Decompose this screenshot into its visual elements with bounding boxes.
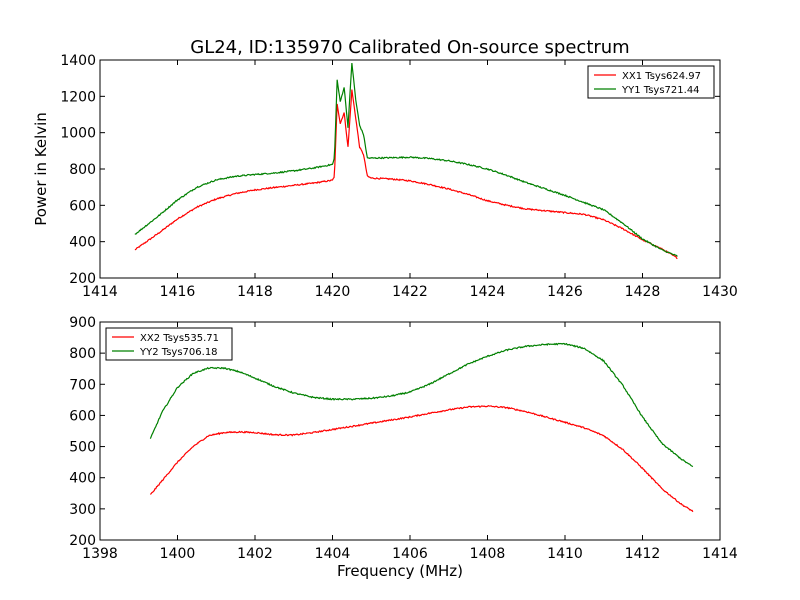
series-line-xx1 <box>134 89 678 260</box>
figure-title: GL24, ID:135970 Calibrated On-source spe… <box>190 37 629 58</box>
x-tick-label: 1418 <box>237 284 273 300</box>
x-tick-label: 1424 <box>470 284 506 300</box>
y-tick-label: 900 <box>69 315 96 331</box>
legend-label: YY2 Tsys706.18 <box>139 347 218 358</box>
y-axis-title: Power in Kelvin <box>32 112 50 226</box>
y-tick-label: 400 <box>69 471 96 487</box>
series-lines <box>134 63 678 260</box>
legend: XX1 Tsys624.97 YY1 Tsys721.44 <box>587 65 715 99</box>
x-tick-label: 1420 <box>315 284 351 300</box>
x-tick-label: 1402 <box>237 546 273 562</box>
legend-label: XX2 Tsys535.71 <box>140 333 219 344</box>
series-lines <box>149 342 694 513</box>
y-tick-label: 800 <box>69 162 96 178</box>
x-tick-label: 1406 <box>392 546 428 562</box>
x-tick-label: 1412 <box>625 546 661 562</box>
y-tick-label: 200 <box>69 271 96 287</box>
y-tick-label: 1400 <box>60 53 96 69</box>
x-tick-label: 1404 <box>315 546 351 562</box>
y-tick-label: 800 <box>69 346 96 362</box>
x-tick-label: 1410 <box>547 546 583 562</box>
x-axis-title: Frequency (MHz) <box>337 562 463 580</box>
x-tick-label: 1426 <box>547 284 583 300</box>
series-line-yy2 <box>149 342 694 468</box>
x-tick-label: 1430 <box>702 284 738 300</box>
y-tick-label: 400 <box>69 235 96 251</box>
bottom-panel-chart: 1398 1400 1402 1404 1406 1408 1410 1412 1414 200 3… <box>69 315 738 580</box>
y-tick-label: 600 <box>69 198 96 214</box>
legend: XX2 Tsys535.71 YY2 Tsys706.18 <box>105 327 233 361</box>
legend-box <box>105 327 233 361</box>
y-tick-label: 500 <box>69 440 96 456</box>
y-tick-label: 700 <box>69 377 96 393</box>
x-tick-label: 1408 <box>470 546 506 562</box>
x-tick-label: 1422 <box>392 284 428 300</box>
top-panel-chart: 1414 1416 1418 1420 1422 1424 1426 1428 1430 200 4… <box>32 53 738 300</box>
series-line-yy1 <box>134 63 678 257</box>
x-tick-label: 1416 <box>160 284 196 300</box>
legend-box <box>587 65 715 99</box>
y-tick-label: 200 <box>69 533 96 549</box>
y-tick-label: 1200 <box>60 89 96 105</box>
series-line-xx2 <box>149 405 694 513</box>
y-tick-label: 1000 <box>60 126 96 142</box>
x-tick-label: 1414 <box>82 284 118 300</box>
legend-label: XX1 Tsys624.97 <box>622 71 701 82</box>
x-tick-label: 1398 <box>82 546 118 562</box>
y-tick-label: 600 <box>69 408 96 424</box>
legend-label: YY1 Tsys721.44 <box>621 85 700 96</box>
x-tick-label: 1414 <box>702 546 738 562</box>
x-tick-label: 1400 <box>160 546 196 562</box>
y-tick-label: 300 <box>69 502 96 518</box>
x-tick-label: 1428 <box>625 284 661 300</box>
